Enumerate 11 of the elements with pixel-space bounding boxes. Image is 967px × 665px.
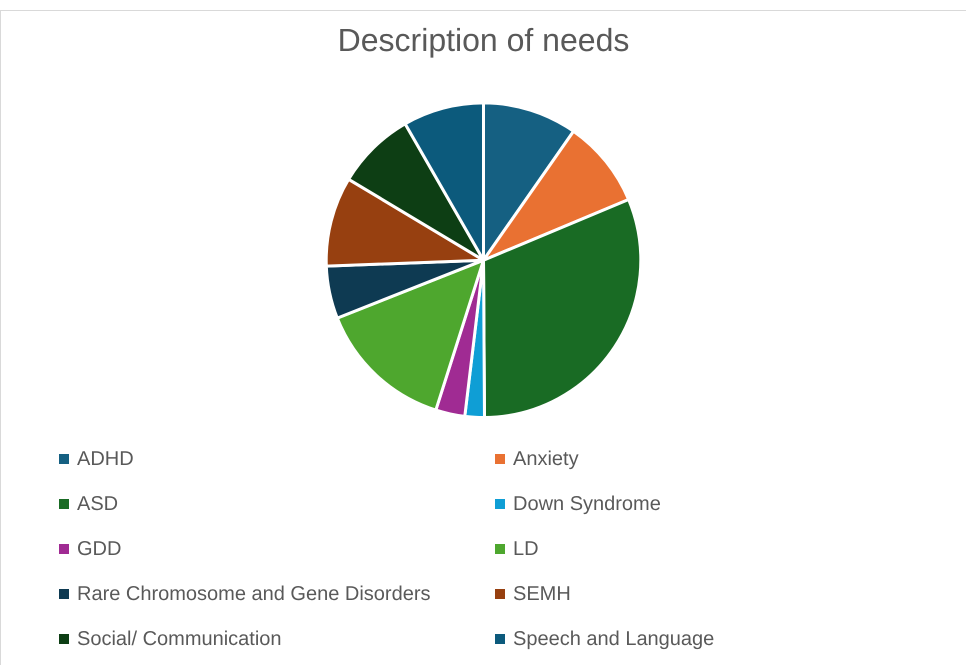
legend-label: Social/ Communication: [76, 627, 283, 651]
legend-label: Anxiety: [512, 447, 580, 471]
legend-label: GDD: [76, 537, 122, 561]
legend-label: ASD: [76, 492, 120, 516]
legend-label: Rare Chromosome and Gene Disorders: [76, 582, 432, 606]
legend-label: Speech and Language: [512, 627, 716, 651]
legend-label: LD: [512, 537, 540, 561]
legend-label: Down Syndrome: [512, 492, 662, 516]
legend-label: ADHD: [76, 447, 135, 471]
chart-title: Description of needs: [338, 22, 630, 58]
legend-label: SEMH: [512, 582, 572, 606]
